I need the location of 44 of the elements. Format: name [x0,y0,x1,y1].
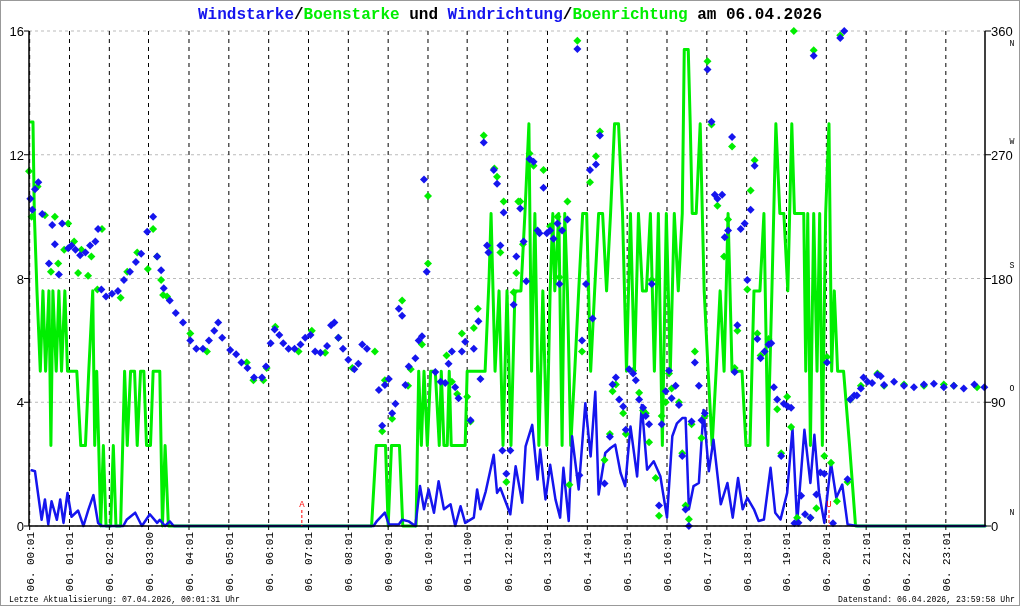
x-tick-label: 06. 13:01 [542,531,555,592]
y-tick-label: 16 [9,24,24,39]
y-tick-label: 4 [16,395,24,411]
x-tick-label: 06. 02:01 [104,531,117,592]
y-tick-label: 8 [16,271,24,287]
text: Letzte Aktualisierung: 07.04.2026, 00:01:31 Uhr [9,595,241,604]
text: N [1009,39,1015,48]
ref-line-label: U [826,500,832,510]
text: N [1009,508,1015,517]
x-tick-label: 06. 07:01 [303,531,316,592]
x-tick-label: 06. 21:01 [861,531,874,592]
x-tick-label: 06. 12:01 [502,531,515,592]
y2-tick-label: 270 [991,147,1013,163]
x-tick-label: 06. 11:00 [462,532,475,592]
x-tick-label: 06. 19:01 [781,531,794,592]
text: S [1009,260,1015,270]
text: O [1009,384,1015,394]
x-tick-label: 06. 17:01 [701,531,714,592]
y2-tick-label: 180 [991,271,1013,287]
x-tick-label: 06. 03:00 [143,532,156,592]
ref-line-label: A [299,500,306,510]
x-tick-label: 06. 00:01 [24,531,37,592]
x-tick-label: 06. 08:01 [343,531,356,592]
y2-tick-label: 0 [991,519,999,534]
x-tick-label: 06. 20:01 [821,531,834,592]
x-tick-label: 06. 01:01 [64,531,77,592]
x-tick-label: 06. 22:01 [901,531,913,592]
x-tick-label: 06. 23:01 [940,531,953,592]
x-tick-label: 06. 06:01 [263,531,276,592]
y-tick-label: 0 [16,519,24,534]
x-tick-label: 06. 05:01 [223,531,236,592]
y-tick-label: 12 [9,147,24,163]
text: Datenstand: 06.04.2026, 23:59:58 Uhr [838,595,1016,604]
text: W [1009,136,1015,146]
y2-tick-label: 360 [991,24,1013,39]
x-tick-label: 06. 16:01 [662,531,674,592]
chart-title: Windstarke/Boenstarke und Windrichtung/Boenrichtung am 06.04.2026 [198,6,823,24]
x-tick-label: 06. 14:01 [582,531,595,592]
x-tick-label: 06. 18:01 [741,531,754,592]
x-tick-label: 06. 04:01 [184,531,196,592]
x-tick-label: 06. 10:01 [423,531,435,592]
x-tick-label: 06. 09:01 [383,531,396,592]
y2-tick-label: 90 [991,395,1006,411]
x-tick-label: 06. 15:01 [622,531,635,592]
